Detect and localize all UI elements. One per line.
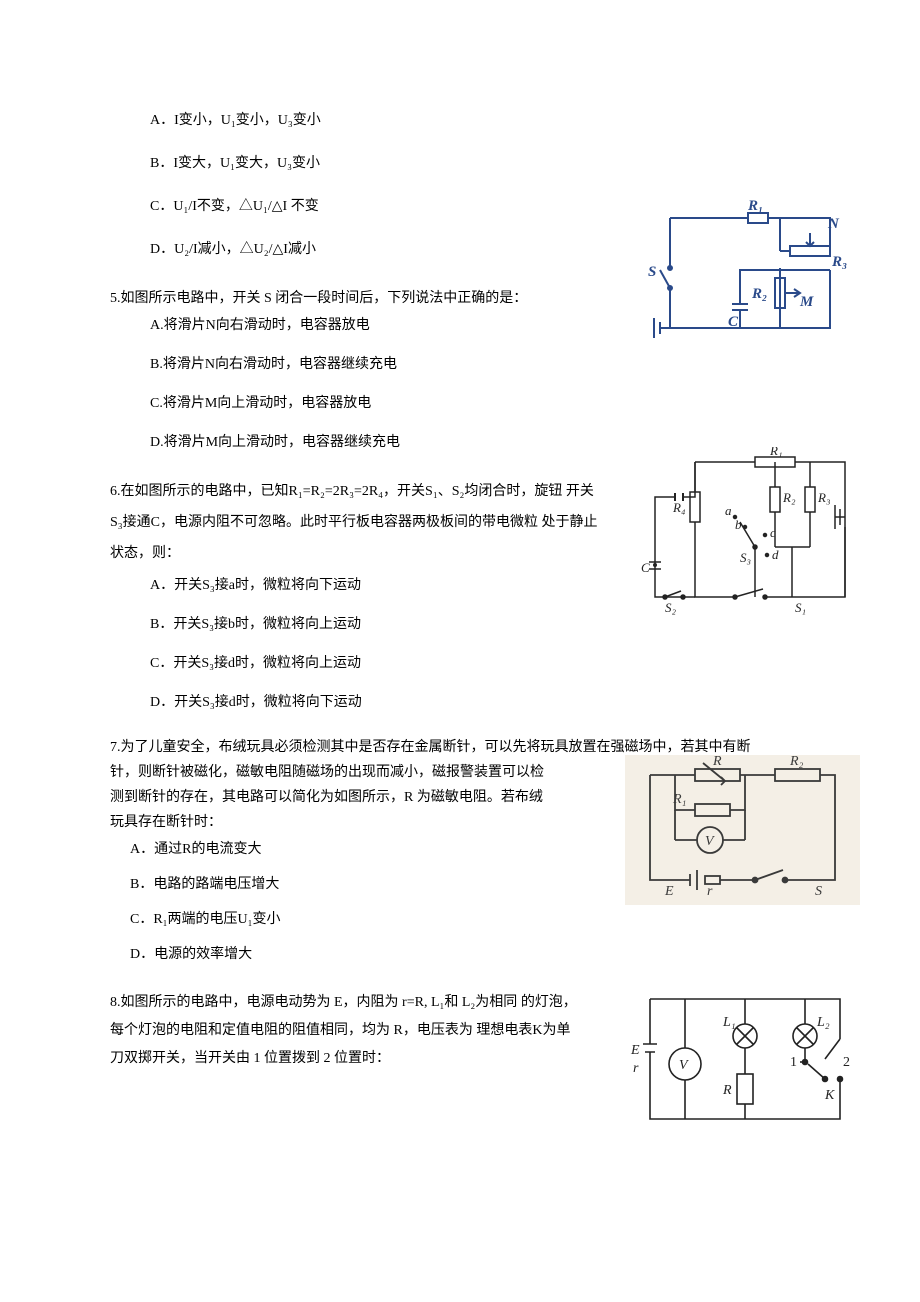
q5-label-c: C — [728, 314, 739, 330]
q7-label-s: S — [815, 884, 822, 899]
q6-opt-b: B．开关S₃接b时，微粒将向上运动 — [150, 614, 830, 635]
q7-label-r: R — [712, 755, 722, 769]
q7-label-e: E — [664, 884, 674, 899]
q7-label-rr: r — [707, 884, 713, 899]
q6-stem: 6.在如图所示的电路中，已知R₁=R₂=2R₃=2R₄，开关S₁、S₂均闭合时，… — [110, 477, 600, 569]
q8-label-k: K — [824, 1088, 835, 1103]
q8-label-2: 2 — [843, 1055, 850, 1070]
q6-label-r3: R₃ — [817, 490, 830, 505]
q5-label-n: N — [827, 216, 840, 232]
q5-label-s: S — [648, 264, 656, 280]
q7-label-r2: R₂ — [789, 755, 804, 769]
q6-label-s1: S₁ — [795, 600, 806, 615]
q6-stem-l1: 6.在如图所示的电路中，已知R₁=R₂=2R₃=2R₄，开关S₁、S₂均闭合时，… — [110, 484, 562, 499]
q6-opt-c: C．开关S₃接d时，微粒将向上运动 — [150, 653, 830, 674]
q6-label-d: d — [772, 547, 779, 562]
q8: E r V L₁ L₂ R 1 2 K 8.如图所示的电路中，电源电动势为 E，… — [110, 989, 830, 1073]
q7-opt-c: C．R₁两端的电压U₁变小 — [130, 909, 830, 930]
q8-label-e: E — [630, 1043, 640, 1058]
q6-label-r1: R₁ — [769, 447, 782, 458]
q5: R₁ N R₃ R₂ M C S 5.如图所示电路中，开关 S 闭合一段时间后，… — [110, 288, 830, 453]
q7-opt-d: D．电源的效率增大 — [130, 944, 830, 965]
q8-label-v: V — [679, 1058, 689, 1073]
q6-label-cap: C — [641, 560, 650, 575]
q8-label-l1: L₁ — [722, 1015, 736, 1030]
q6-label-c: c — [770, 525, 776, 540]
q7-figure: R R₂ R₁ V E r S — [625, 755, 860, 905]
q6-label-r4: R₄ — [672, 500, 686, 515]
q6-label-a: a — [725, 503, 732, 518]
q7-stem-l2: 针，则断针被磁化，磁敏电阻随磁场的出现而减小，磁报警装置可以检 — [110, 762, 580, 783]
q8-stem: 8.如图所示的电路中，电源电动势为 E，内阻为 r=R, L₁和 L₂为相同 的… — [110, 989, 580, 1073]
q6-opt-d: D．开关S₃接d时，微粒将向下运动 — [150, 692, 830, 713]
q5-label-m: M — [799, 294, 814, 310]
q5-label-r1: R₁ — [747, 198, 763, 214]
q5-label-r3: R₃ — [831, 254, 847, 270]
q4-opt-b: B．I变大，U₁变大，U₃变小 — [150, 153, 830, 174]
q8-label-rr: R — [722, 1083, 732, 1098]
q6-label-s2: S₂ — [665, 600, 677, 615]
q6-label-r2: R₂ — [782, 490, 796, 505]
q5-opt-b: B.将滑片N向右滑动时，电容器继续充电 — [150, 354, 830, 375]
q7-label-v: V — [705, 834, 715, 849]
q5-label-r2: R₂ — [751, 286, 767, 302]
q4-opt-a: A．I变小，U₁变小，U₃变小 — [150, 110, 830, 131]
q6-label-s3: S₃ — [740, 550, 751, 565]
q8-label-r: r — [633, 1061, 639, 1076]
q5-figure: R₁ N R₃ R₂ M C S — [640, 198, 850, 348]
q5-opt-c: C.将滑片M向上滑动时，电容器放电 — [150, 393, 830, 414]
q6: R₁ R₂ R₃ R₄ a b c d S₃ S₁ S₂ C 6.在如图所示的电… — [110, 477, 830, 713]
q6-label-b: b — [735, 517, 742, 532]
q7: R R₂ R₁ V E r S 7.为了儿童安全，布绒玩具必须检测其中是否存在金… — [110, 737, 830, 965]
q6-figure: R₁ R₂ R₃ R₄ a b c d S₃ S₁ S₂ C — [635, 447, 860, 617]
q8-label-1: 1 — [790, 1055, 797, 1070]
q8-figure: E r V L₁ L₂ R 1 2 K — [625, 984, 860, 1139]
q8-stem-l1: 8.如图所示的电路中，电源电动势为 E，内阻为 r=R, L₁和 L₂为相同 — [110, 995, 517, 1010]
q7-label-r1: R₁ — [672, 792, 686, 807]
q7-stem-l3: 测到断针的存在，其电路可以简化为如图所示，R 为磁敏电阻。若布绒 — [110, 787, 580, 808]
q8-label-l2: L₂ — [816, 1015, 830, 1030]
